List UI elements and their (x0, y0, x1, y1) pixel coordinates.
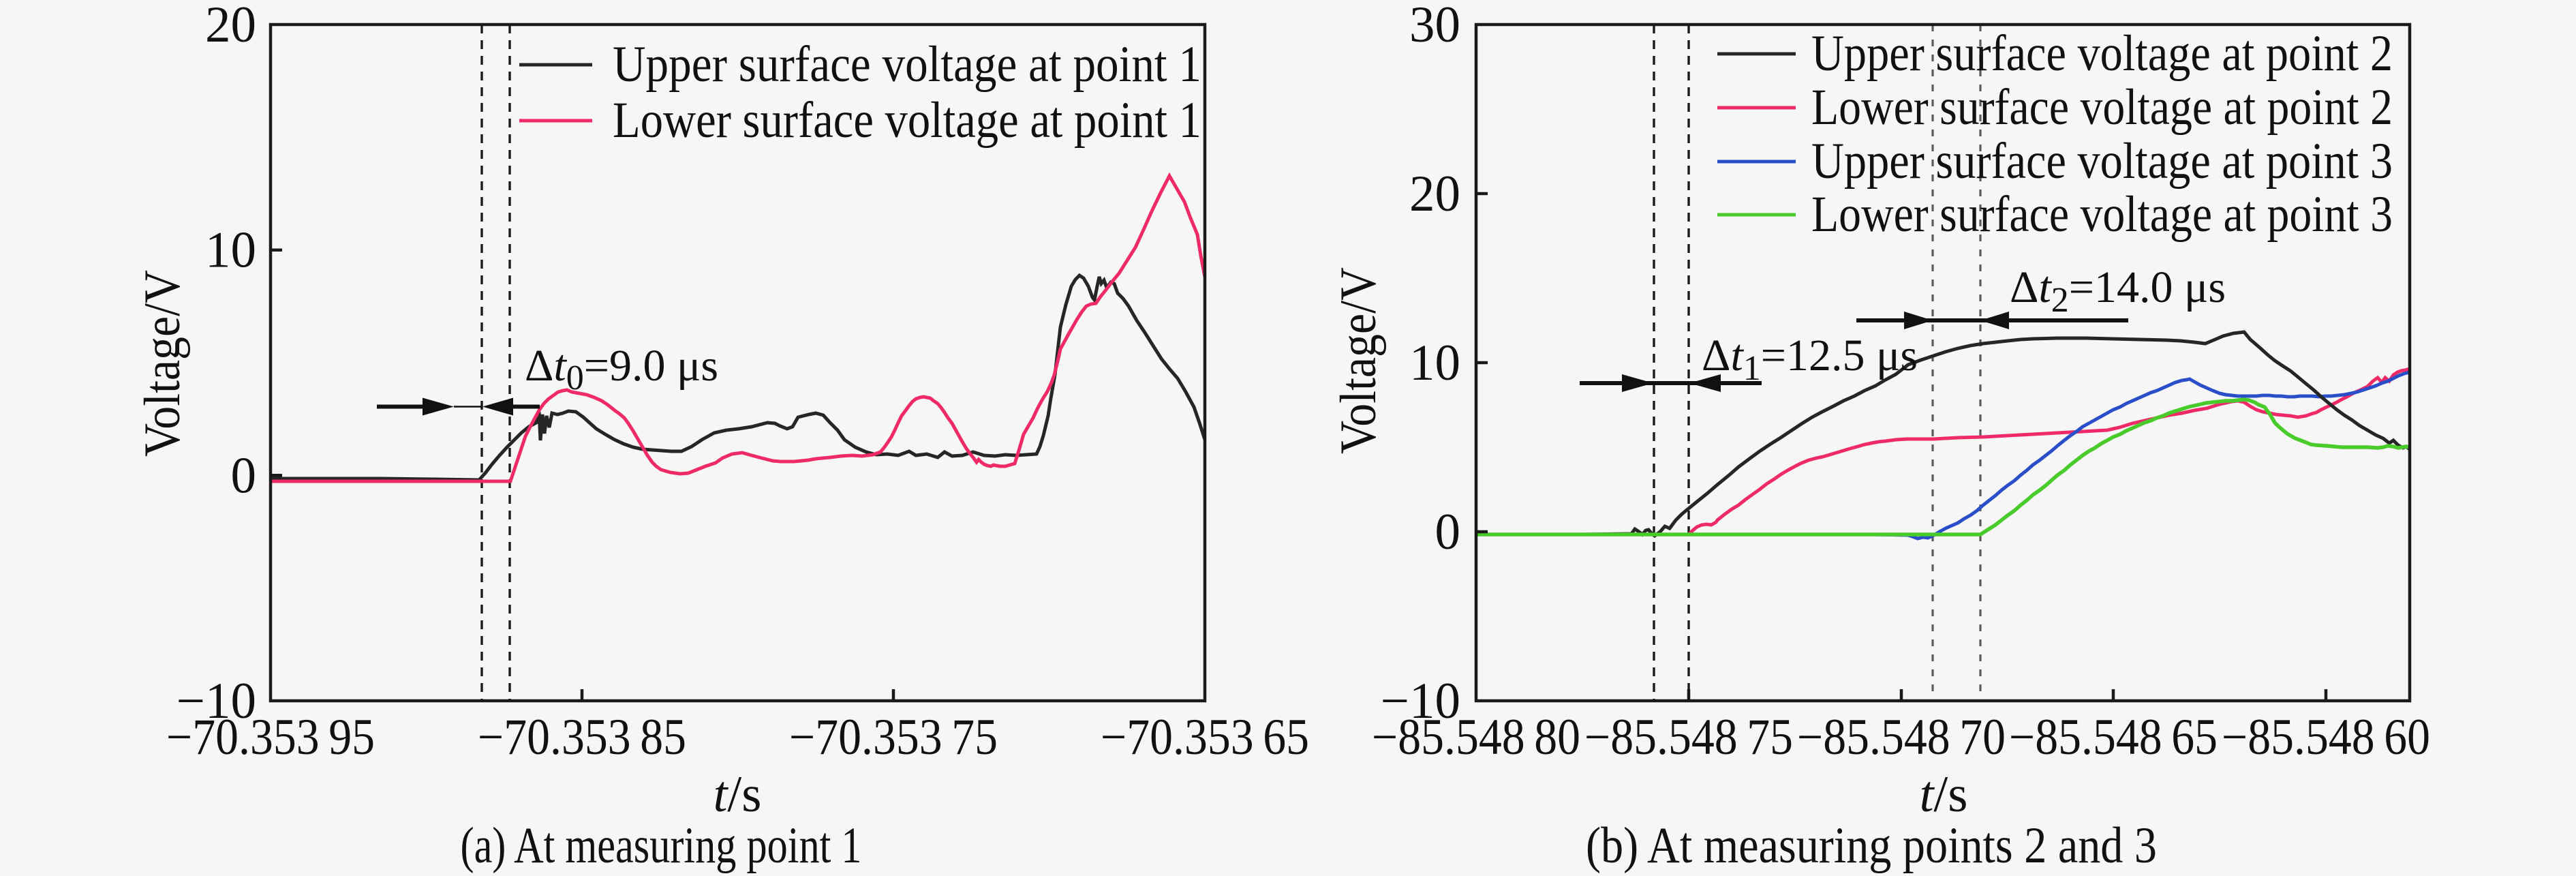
svg-text:10: 10 (205, 222, 256, 279)
svg-text:−85.548 75: −85.548 75 (1584, 709, 1793, 766)
svg-text:t/s: t/s (714, 766, 762, 823)
svg-text:Upper surface voltage at point: Upper surface voltage at point 1 (613, 36, 1201, 93)
svg-text:−85.548 70: −85.548 70 (1797, 709, 2006, 766)
svg-text:0: 0 (1435, 504, 1461, 560)
svg-text:20: 20 (1409, 166, 1460, 222)
svg-text:(a) At measuring point 1: (a) At measuring point 1 (461, 817, 862, 874)
svg-text:−85.548 65: −85.548 65 (2009, 709, 2218, 766)
svg-text:Voltage/V: Voltage/V (134, 270, 191, 457)
svg-text:−70.353 95: −70.353 95 (166, 709, 375, 766)
svg-text:−85.548 60: −85.548 60 (2222, 709, 2430, 766)
svg-text:Δt2=14.0 μs: Δt2=14.0 μs (2010, 262, 2226, 320)
svg-text:Δt0=9.0 μs: Δt0=9.0 μs (525, 341, 718, 397)
svg-text:20: 20 (205, 0, 256, 53)
svg-text:−70.353 65: −70.353 65 (1101, 709, 1309, 766)
svg-text:−85.548 80: −85.548 80 (1372, 709, 1580, 766)
svg-text:−10: −10 (1381, 673, 1460, 729)
svg-text:0: 0 (231, 447, 257, 504)
svg-text:30: 30 (1409, 0, 1460, 53)
svg-text:−70.353 75: −70.353 75 (789, 709, 998, 766)
svg-text:Voltage/V: Voltage/V (1330, 267, 1387, 454)
svg-text:t/s: t/s (1920, 766, 1968, 823)
svg-text:Upper surface voltage at point: Upper surface voltage at point 2 (1811, 25, 2393, 82)
svg-text:Lower surface voltage at point: Lower surface voltage at point 2 (1811, 79, 2393, 136)
svg-text:−70.353 85: −70.353 85 (478, 709, 686, 766)
svg-text:Lower surface voltage at point: Lower surface voltage at point 1 (613, 92, 1201, 149)
svg-text:Upper surface voltage at point: Upper surface voltage at point 3 (1811, 133, 2393, 190)
svg-text:(b) At measuring points 2 and: (b) At measuring points 2 and 3 (1586, 817, 2157, 874)
svg-text:Δt1=12.5 μs: Δt1=12.5 μs (1702, 331, 1918, 388)
svg-text:−10: −10 (177, 673, 256, 729)
svg-text:10: 10 (1409, 335, 1460, 391)
svg-text:Lower surface voltage at point: Lower surface voltage at point 3 (1811, 186, 2393, 243)
